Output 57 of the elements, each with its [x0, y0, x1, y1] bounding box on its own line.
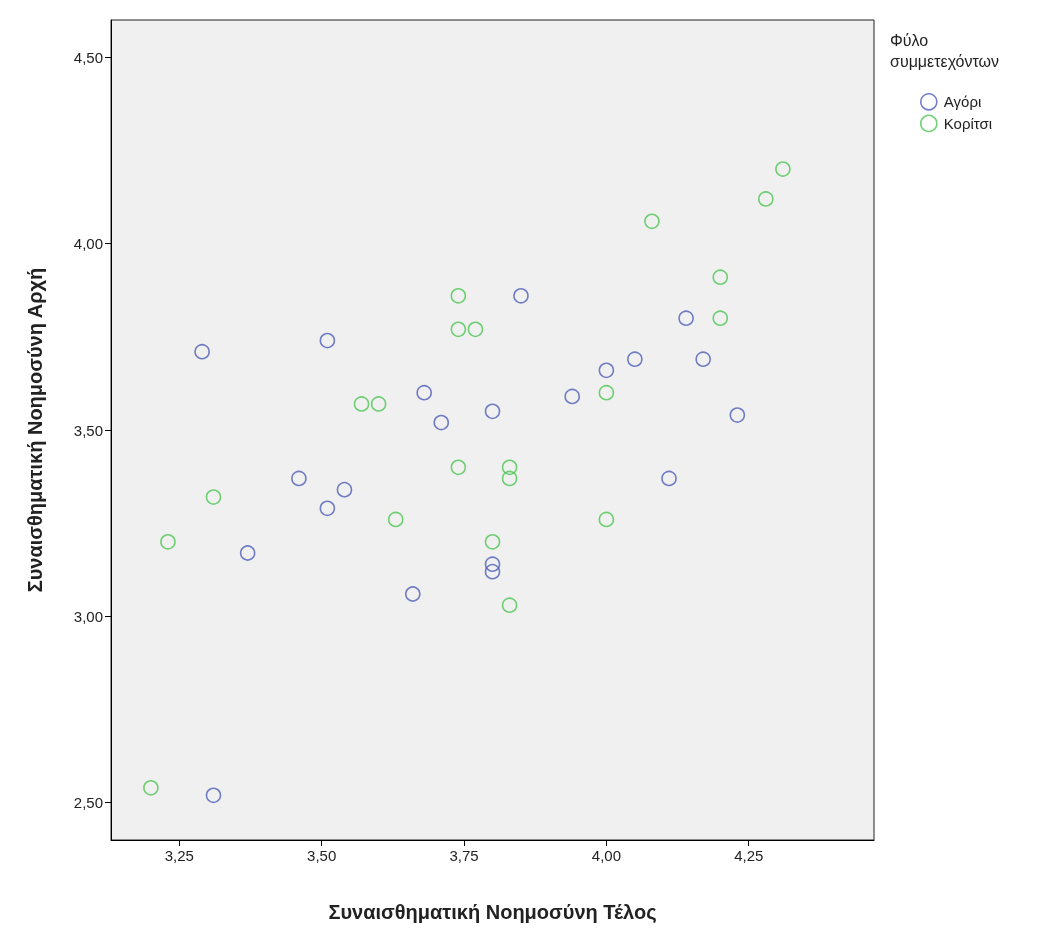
point — [678, 310, 694, 326]
y-tick-label: 4,00 — [73, 235, 103, 253]
point — [205, 787, 222, 804]
point — [319, 500, 336, 517]
point — [450, 459, 467, 476]
point — [143, 780, 159, 796]
point — [353, 396, 370, 412]
point — [712, 269, 729, 285]
x-tick-label: 4,25 — [734, 847, 764, 864]
point — [501, 459, 518, 476]
point — [598, 362, 615, 379]
x-tick-label: 4,00 — [591, 847, 621, 864]
point — [336, 481, 353, 498]
point — [695, 351, 711, 367]
point — [370, 396, 387, 412]
point — [598, 511, 615, 528]
point — [712, 310, 729, 326]
legend-label: Αγόρι — [943, 93, 982, 111]
point — [467, 321, 484, 338]
point — [775, 161, 791, 177]
point — [450, 288, 467, 304]
point — [484, 556, 501, 572]
y-tick-label: 2,50 — [73, 794, 103, 812]
point — [291, 470, 307, 487]
y-tick-label: 3,00 — [73, 607, 103, 625]
point — [644, 213, 660, 230]
point — [513, 288, 529, 304]
point — [160, 534, 176, 550]
point — [205, 489, 222, 505]
point — [729, 407, 746, 423]
x-tick-label: 3,75 — [449, 847, 479, 864]
point — [627, 351, 643, 367]
point — [319, 332, 336, 349]
point — [239, 545, 256, 561]
x-tick-label: 3,25 — [164, 847, 194, 864]
point — [405, 586, 421, 602]
legend-title: Φύλο συμμετεχόντων — [890, 32, 1000, 70]
point — [501, 597, 518, 613]
x-axis-title: Συναισθηματική Νοημοσύνη Τέλος — [328, 901, 657, 923]
y-tick-label: 3,50 — [73, 421, 103, 439]
point — [661, 470, 677, 487]
point — [501, 470, 518, 487]
point — [484, 403, 501, 420]
point — [598, 384, 615, 401]
legend-label: Κορίτσι — [943, 114, 993, 132]
point — [433, 414, 450, 431]
point — [484, 534, 501, 550]
point — [416, 384, 432, 401]
point — [450, 321, 467, 338]
point — [564, 388, 581, 405]
point — [484, 563, 501, 580]
point — [194, 343, 210, 360]
point — [387, 511, 404, 528]
point — [758, 191, 774, 207]
y-tick-label: 4,50 — [73, 48, 103, 66]
y-axis-title: Συναισθηματική Νοημοσύνη Αρχή — [24, 267, 46, 593]
x-tick-label: 3,50 — [307, 847, 337, 864]
